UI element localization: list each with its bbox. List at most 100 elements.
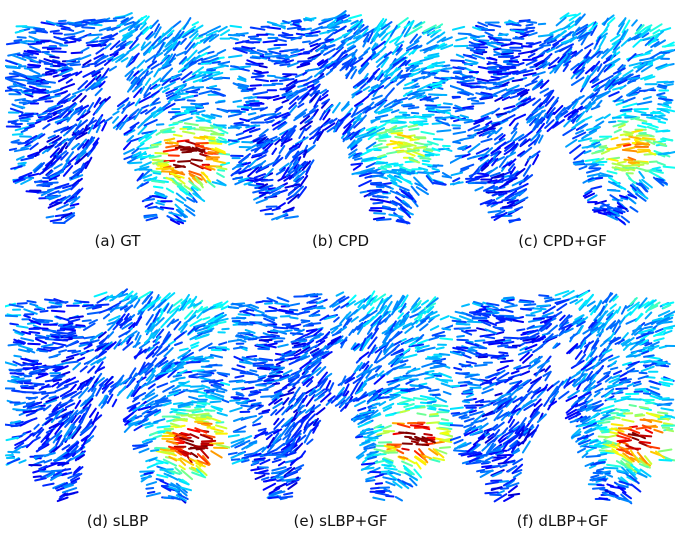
flow-vector [425,297,439,308]
flow-vector [212,76,223,80]
flow-vector [90,141,99,152]
flow-vector [208,84,218,89]
flow-vector [533,60,544,66]
flow-vector [522,72,537,77]
flow-vector [498,155,509,168]
flow-vector [606,170,618,175]
flow-vector [407,367,421,373]
flow-vector [129,37,139,50]
flow-vector [88,407,97,418]
flow-vector [356,105,370,115]
flow-vector [5,77,17,84]
flow-vector [237,313,251,317]
flow-vector [399,144,414,149]
flow-vector [504,141,516,150]
flow-vector [179,436,194,443]
flow-vector [603,63,613,73]
flow-vector [136,172,144,182]
flow-vector [206,50,215,55]
flow-vector [443,67,453,70]
flow-vector [184,309,194,320]
flow-vector [142,421,151,427]
flow-vector [397,185,410,192]
flow-vector [280,134,289,143]
flow-vector [526,20,538,24]
flow-vector [490,150,501,157]
flow-vector [267,187,277,191]
flow-vector [200,423,211,427]
flow-vector [394,496,403,502]
flow-vector [487,68,497,71]
flow-vector [257,427,267,432]
flow-vector [154,317,165,327]
flow-vector [36,407,45,411]
flow-vector [140,26,149,34]
flow-vector [452,181,461,186]
flow-vector [95,350,108,359]
flow-vector [33,27,46,31]
flow-vector [363,334,373,347]
flow-vector [69,63,82,67]
flow-vector [413,468,423,479]
flow-vector [292,375,304,388]
flow-vector [399,302,407,314]
flow-vector [178,322,187,331]
flow-vector [592,84,600,92]
flow-vector [321,89,329,97]
flow-vector [181,293,190,307]
flow-vector [326,123,340,133]
flow-vector [439,337,453,341]
flow-vector [256,49,268,54]
flow-vector [190,33,199,42]
flow-vector [72,167,81,174]
flow-vector [394,33,404,45]
flow-vector [189,355,204,360]
flow-vector [534,110,544,124]
flow-vector [383,69,391,77]
flow-vector [169,92,184,100]
flow-vector [398,455,409,460]
flow-vector [173,218,187,223]
flow-vector [154,397,169,403]
flow-vector [101,121,108,132]
flow-vector [232,176,244,181]
flow-vector [299,115,311,125]
flow-vector [617,64,624,71]
flow-vector [198,73,207,78]
flow-vector [189,109,198,114]
flow-vector [175,494,187,502]
flow-vector [334,10,347,20]
flow-vector [231,386,245,391]
flow-vector [517,102,526,108]
flow-vector [16,53,30,57]
flow-vector [366,306,375,315]
flow-vector [170,470,181,475]
flow-vector [63,491,79,497]
flow-vector [82,139,90,149]
flow-vector [329,117,338,125]
flow-vector [25,411,36,417]
flow-vector [24,365,39,371]
flow-vector [72,301,83,305]
flow-vector [144,77,152,86]
flow-vector [25,440,34,449]
flow-vector [43,452,56,457]
flow-vector [608,176,621,186]
flow-vector [502,162,512,168]
flow-vector [271,184,285,192]
flow-vector [493,132,504,141]
flow-vector [362,363,373,377]
flow-vector [81,26,96,30]
flow-vector [495,112,507,116]
flow-vector [271,392,282,401]
flow-vector [335,291,345,297]
flow-field-slbp-gf [228,290,453,502]
flow-vector [233,32,249,36]
flow-vector [65,353,80,359]
flow-vector [26,122,36,125]
flow-vector [523,29,535,34]
flow-vector [420,316,430,324]
flow-vector [62,483,72,488]
flow-vector [352,376,363,385]
flow-vector [526,153,537,161]
